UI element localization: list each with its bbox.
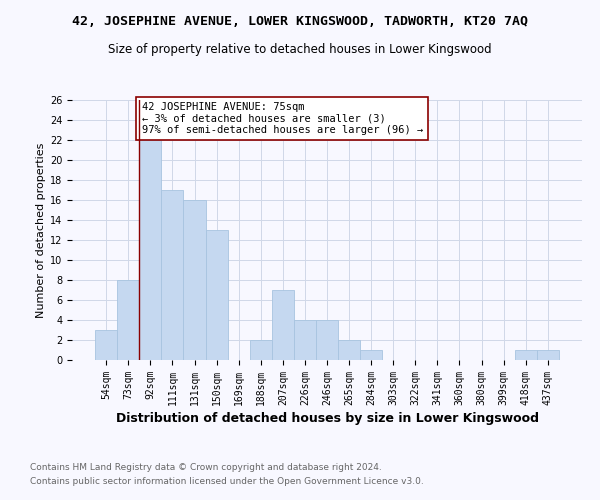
Bar	[139, 140, 161, 360]
Y-axis label: Number of detached properties: Number of detached properties	[35, 142, 46, 318]
Bar	[117, 280, 139, 360]
Bar	[161, 190, 184, 360]
Bar	[250, 340, 272, 360]
X-axis label: Distribution of detached houses by size in Lower Kingswood: Distribution of detached houses by size …	[115, 412, 539, 425]
Bar	[537, 350, 559, 360]
Bar	[338, 340, 360, 360]
Bar	[272, 290, 294, 360]
Bar	[294, 320, 316, 360]
Bar	[316, 320, 338, 360]
Bar	[95, 330, 117, 360]
Text: Contains public sector information licensed under the Open Government Licence v3: Contains public sector information licen…	[30, 477, 424, 486]
Bar	[206, 230, 227, 360]
Text: 42 JOSEPHINE AVENUE: 75sqm
← 3% of detached houses are smaller (3)
97% of semi-d: 42 JOSEPHINE AVENUE: 75sqm ← 3% of detac…	[142, 102, 423, 135]
Text: Size of property relative to detached houses in Lower Kingswood: Size of property relative to detached ho…	[108, 42, 492, 56]
Bar	[360, 350, 382, 360]
Bar	[515, 350, 537, 360]
Text: 42, JOSEPHINE AVENUE, LOWER KINGSWOOD, TADWORTH, KT20 7AQ: 42, JOSEPHINE AVENUE, LOWER KINGSWOOD, T…	[72, 15, 528, 28]
Bar	[184, 200, 206, 360]
Text: Contains HM Land Registry data © Crown copyright and database right 2024.: Contains HM Land Registry data © Crown c…	[30, 464, 382, 472]
